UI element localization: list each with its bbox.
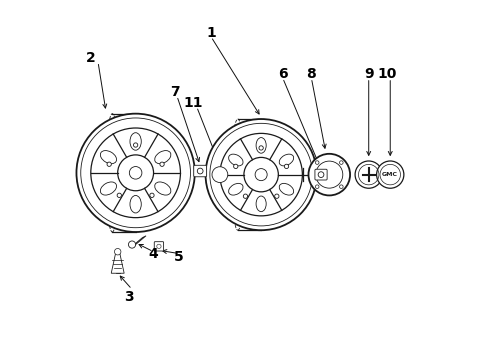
Circle shape — [284, 164, 289, 168]
Text: 8: 8 — [306, 67, 316, 81]
Text: 2: 2 — [86, 51, 96, 65]
Circle shape — [115, 248, 121, 255]
Text: 9: 9 — [364, 67, 373, 81]
Circle shape — [259, 146, 263, 150]
FancyBboxPatch shape — [194, 165, 207, 177]
Circle shape — [150, 193, 154, 198]
Text: 1: 1 — [206, 26, 216, 40]
Polygon shape — [132, 236, 146, 246]
Circle shape — [117, 193, 122, 198]
FancyBboxPatch shape — [315, 169, 327, 180]
Circle shape — [244, 194, 247, 198]
Text: 7: 7 — [170, 85, 180, 99]
Circle shape — [234, 164, 238, 168]
Polygon shape — [111, 253, 124, 273]
Text: 3: 3 — [123, 289, 133, 303]
Circle shape — [316, 161, 343, 188]
Circle shape — [128, 241, 136, 248]
Circle shape — [205, 119, 317, 230]
Text: 4: 4 — [148, 247, 158, 261]
Circle shape — [309, 154, 350, 195]
Circle shape — [377, 161, 404, 188]
Circle shape — [355, 161, 382, 188]
Text: 11: 11 — [183, 96, 203, 110]
Circle shape — [133, 143, 138, 147]
Text: 5: 5 — [174, 250, 184, 264]
Circle shape — [76, 114, 195, 232]
FancyBboxPatch shape — [154, 242, 164, 251]
Text: 6: 6 — [278, 67, 288, 81]
Text: 10: 10 — [377, 67, 396, 81]
Circle shape — [160, 162, 164, 166]
Circle shape — [107, 162, 111, 166]
Text: GMC: GMC — [382, 172, 398, 177]
Circle shape — [275, 194, 279, 198]
Circle shape — [212, 167, 228, 183]
